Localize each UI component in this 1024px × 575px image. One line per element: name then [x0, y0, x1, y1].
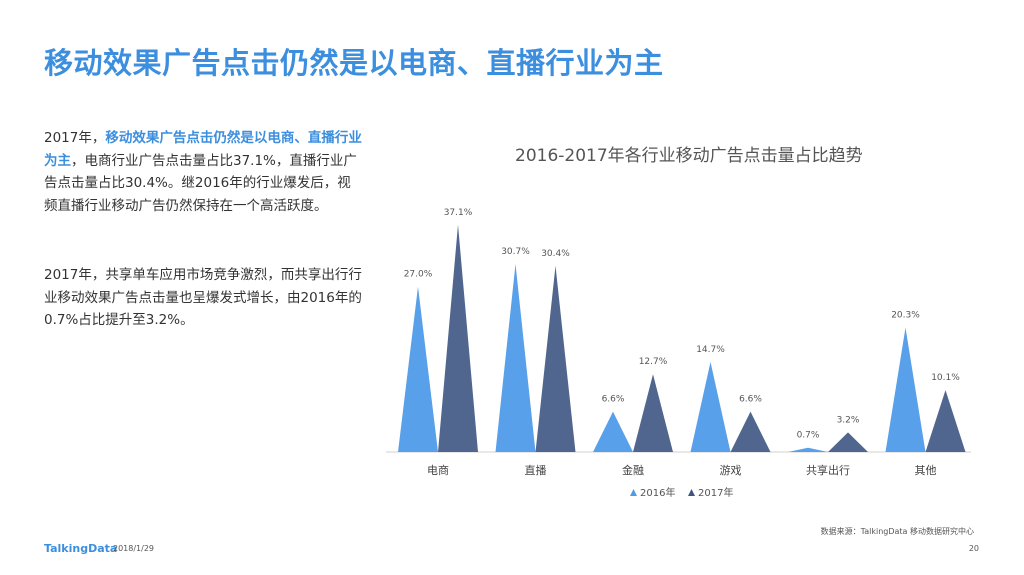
spike-2017-1 [535, 265, 576, 452]
value-label-2017-0: 37.1% [444, 208, 473, 218]
spike-2017-4 [828, 432, 868, 452]
value-label-2016-1: 30.7% [501, 247, 530, 257]
value-label-2017-3: 6.6% [739, 395, 762, 405]
legend-marker-2016 [630, 489, 637, 496]
category-label-5: 其他 [915, 464, 937, 477]
spike-2017-5 [925, 390, 966, 452]
value-label-2017-5: 10.1% [931, 373, 960, 383]
spike-2016-1 [495, 263, 536, 452]
category-label-2: 金融 [622, 463, 644, 477]
value-label-2017-2: 12.7% [639, 357, 668, 367]
value-label-2017-1: 30.4% [541, 249, 570, 259]
paragraph-ecommerce-live: 2017年，移动效果广告点击仍然是以电商、直播行业为主，电商行业广告点击量占比3… [44, 127, 362, 217]
spike-2016-5 [885, 327, 926, 452]
data-source: 数据来源：TalkingData 移动数据研究中心 [820, 527, 974, 536]
spike-2016-0 [398, 286, 438, 452]
legend-label-2016: 2016年 [640, 486, 675, 499]
value-label-2016-5: 20.3% [891, 311, 920, 321]
chart-title: 2016-2017年各行业移动广告点击量占比趋势 [515, 146, 863, 166]
para1-prefix: 2017年， [44, 130, 106, 146]
category-label-4: 共享出行 [806, 463, 850, 477]
legend-marker-2017 [688, 489, 695, 496]
value-label-2016-3: 14.7% [696, 345, 725, 355]
spike-2016-3 [690, 361, 731, 452]
spike-2017-3 [730, 411, 771, 452]
industry-click-share-chart: 27.0% 30.7% 6.6% 14.7% 0.7% 20.3% 37.1% 30.4% 12… [386, 208, 971, 499]
spike-2016-4 [788, 447, 828, 452]
value-label-2017-4: 3.2% [837, 415, 860, 425]
talkingdata-logo: TalkingData [44, 542, 118, 555]
value-label-2016-2: 6.6% [602, 395, 625, 405]
value-label-2016-4: 0.7% [797, 431, 820, 441]
spike-2017-2 [633, 374, 673, 452]
paragraph-shared-mobility: 2017年，共享单车应用市场竞争激烈，而共享出行行业移动效果广告点击量也呈爆发式… [44, 267, 362, 328]
footer-date: 2018/1/29 [113, 544, 155, 553]
page-number: 20 [968, 544, 979, 553]
category-label-3: 游戏 [720, 464, 742, 477]
spike-2016-2 [593, 411, 633, 452]
para1-highlight: 移动效果广告点击仍然是以电商、直播行业为主 [44, 130, 362, 169]
legend-label-2017: 2017年 [698, 486, 733, 499]
page-title: 移动效果广告点击仍然是以电商、直播行业为主 [44, 46, 664, 80]
spike-2017-0 [438, 224, 478, 452]
category-label-0: 电商 [427, 463, 449, 477]
category-label-1: 直播 [525, 463, 547, 477]
value-label-2016-0: 27.0% [404, 270, 433, 280]
para1-body: ，电商行业广告点击量占比37.1%，直播行业广告点击量占比30.4%。继2016… [44, 152, 357, 214]
